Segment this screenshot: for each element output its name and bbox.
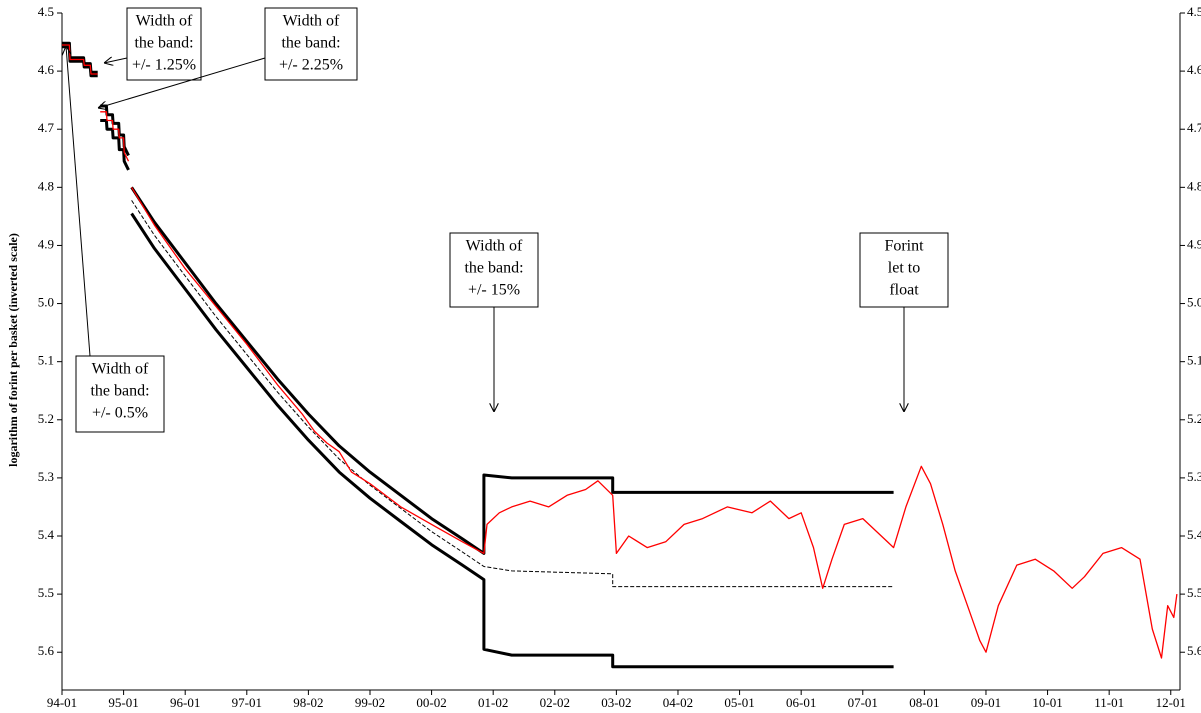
x-tick-label: 00-02: [416, 695, 446, 710]
y-tick-label: 4.7: [38, 120, 55, 135]
annotation: Forint let to float: [859, 232, 949, 412]
annotation-box: [264, 7, 358, 81]
x-tick-label: 01-02: [478, 695, 508, 710]
y2-tick-label: 4.9: [1187, 236, 1201, 251]
y2-tick-label: 5.6: [1187, 643, 1201, 658]
x-tick-label: 03-02: [601, 695, 631, 710]
x-tick-label: 04-02: [663, 695, 693, 710]
annotation: Width of the band: +/- 0.5%: [66, 46, 165, 433]
annotation: Width of the band: +/- 1.25%: [104, 7, 202, 81]
y-axis-title: logarithm of forint per basket (inverted…: [6, 233, 20, 467]
x-tick-label: 94-01: [47, 695, 77, 710]
y-tick-label: 5.3: [38, 469, 54, 484]
y-tick-label: 5.6: [38, 643, 55, 658]
annotation-arrow: [98, 57, 266, 108]
y-tick-label: 4.9: [38, 236, 54, 251]
x-tick-label: 07-01: [848, 695, 878, 710]
y-tick-label: 5.4: [38, 527, 55, 542]
x-tick-label: 98-02: [293, 695, 323, 710]
annotation-text: let to: [888, 260, 920, 277]
annotation-text: Width of: [283, 13, 340, 30]
annotation-box: [75, 355, 165, 433]
x-tick-label: 95-01: [108, 695, 138, 710]
annotation-text: the band:: [134, 35, 193, 52]
annotation-text: +/- 2.25%: [279, 57, 343, 74]
annotation-text: Width of: [92, 361, 149, 378]
annotation-text: the band:: [90, 383, 149, 400]
y2-tick-label: 4.7: [1187, 120, 1201, 135]
y2-tick-label: 5.4: [1187, 527, 1201, 542]
annotation: Width of the band: +/- 15%: [449, 232, 539, 412]
annotation: Width of the band: +/- 2.25%: [98, 7, 358, 108]
y-tick-label: 4.8: [38, 178, 54, 193]
series-line: [62, 44, 1178, 659]
annotation-arrow: [104, 58, 128, 63]
x-tick-label: 96-01: [170, 695, 200, 710]
annotation-text: the band:: [464, 260, 523, 277]
annotation-box: [859, 232, 949, 308]
y-tick-label: 5.5: [38, 585, 54, 600]
y2-tick-label: 5.3: [1187, 469, 1201, 484]
annotation-text: +/- 15%: [468, 282, 520, 299]
x-tick-label: 09-01: [971, 695, 1001, 710]
annotation-text: float: [889, 282, 919, 299]
annotation-text: Forint: [884, 238, 924, 255]
annotation-text: Width of: [466, 238, 523, 255]
annotation-box: [449, 232, 539, 308]
x-tick-label: 02-02: [540, 695, 570, 710]
y-tick-label: 4.6: [38, 62, 55, 77]
x-tick-label: 11-01: [1094, 695, 1124, 710]
y-tick-label: 5.1: [38, 353, 54, 368]
y2-tick-label: 4.6: [1187, 62, 1201, 77]
x-tick-label: 99-02: [355, 695, 385, 710]
y2-tick-label: 5.2: [1187, 411, 1201, 426]
y2-tick-label: 5.0: [1187, 295, 1201, 310]
x-tick-label: 08-01: [909, 695, 939, 710]
y2-tick-label: 4.8: [1187, 178, 1201, 193]
annotation-arrow: [66, 46, 91, 357]
x-tick-label: 12-01: [1156, 695, 1186, 710]
annotation-text: +/- 1.25%: [132, 57, 196, 74]
annotation-text: Width of: [136, 13, 193, 30]
x-tick-label: 06-01: [786, 695, 816, 710]
series-line: [131, 200, 894, 588]
annotation-text: +/- 0.5%: [92, 405, 148, 422]
y2-tick-label: 4.5: [1187, 4, 1201, 19]
y2-tick-label: 5.1: [1187, 353, 1201, 368]
y-tick-label: 5.0: [38, 295, 54, 310]
y-tick-label: 5.2: [38, 411, 54, 426]
x-tick-label: 10-01: [1032, 695, 1062, 710]
annotation-box: [126, 7, 202, 81]
y-tick-label: 4.5: [38, 4, 54, 19]
x-tick-label: 05-01: [724, 695, 754, 710]
series-line: [62, 45, 894, 669]
y2-tick-label: 5.5: [1187, 585, 1201, 600]
x-tick-label: 97-01: [232, 695, 262, 710]
annotation-text: the band:: [281, 35, 340, 52]
